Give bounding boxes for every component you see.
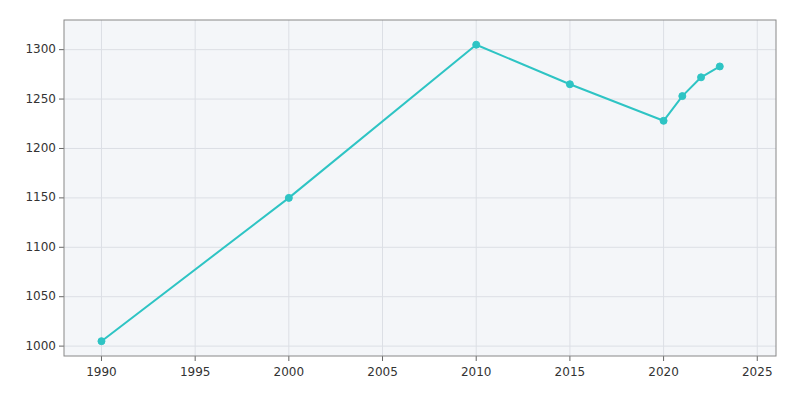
x-tick-label: 1990 bbox=[86, 365, 117, 379]
y-tick-label: 1050 bbox=[25, 289, 56, 303]
line bbox=[101, 45, 719, 341]
y-grid-line bbox=[64, 346, 776, 347]
plot-frame bbox=[64, 20, 776, 356]
point bbox=[566, 81, 573, 88]
plot-background bbox=[64, 20, 776, 356]
x-tick bbox=[382, 356, 383, 361]
y-tick bbox=[59, 49, 64, 50]
point bbox=[716, 63, 723, 70]
y-tick bbox=[59, 99, 64, 100]
x-tick bbox=[569, 356, 570, 361]
x-grid-line bbox=[569, 20, 570, 356]
x-grid-line bbox=[663, 20, 664, 356]
x-tick-label: 2010 bbox=[461, 365, 492, 379]
x-tick-label: 1995 bbox=[180, 365, 211, 379]
y-tick-label: 1000 bbox=[25, 339, 56, 353]
point bbox=[698, 74, 705, 81]
x-tick bbox=[195, 356, 196, 361]
y-grid-line bbox=[64, 99, 776, 100]
y-grid-line bbox=[64, 197, 776, 198]
y-tick bbox=[59, 148, 64, 149]
x-tick bbox=[101, 356, 102, 361]
y-grid-line bbox=[64, 247, 776, 248]
chart-svg: 1000 1050 1100 1150 1200 1250 1300 1990 1995 2000… bbox=[0, 0, 800, 400]
x-grid-line bbox=[382, 20, 383, 356]
axes: 1000 1050 1100 1150 1200 1250 1300 1990 1995 2000… bbox=[25, 20, 776, 379]
x-tick bbox=[288, 356, 289, 361]
x-tick-label: 2000 bbox=[274, 365, 305, 379]
point bbox=[98, 338, 105, 345]
x-grid-line bbox=[195, 20, 196, 356]
x-tick bbox=[663, 356, 664, 361]
y-tick bbox=[59, 296, 64, 297]
y-tick-label: 1250 bbox=[25, 92, 56, 106]
grid bbox=[64, 20, 776, 356]
series bbox=[98, 41, 723, 344]
x-tick-label: 2015 bbox=[555, 365, 586, 379]
x-tick-label: 2020 bbox=[648, 365, 679, 379]
y-grid-line bbox=[64, 148, 776, 149]
x-tick-label: 2005 bbox=[367, 365, 398, 379]
x-tick bbox=[476, 356, 477, 361]
x-grid-line bbox=[288, 20, 289, 356]
x-tick bbox=[757, 356, 758, 361]
x-tick-label: 2025 bbox=[742, 365, 773, 379]
x-grid-line bbox=[757, 20, 758, 356]
point bbox=[473, 41, 480, 48]
y-grid-line bbox=[64, 49, 776, 50]
point bbox=[285, 194, 292, 201]
x-grid-line bbox=[476, 20, 477, 356]
x-grid-line bbox=[101, 20, 102, 356]
y-tick-label: 1300 bbox=[25, 42, 56, 56]
chart-container: 1000 1050 1100 1150 1200 1250 1300 1990 1995 2000… bbox=[0, 0, 800, 400]
point bbox=[660, 117, 667, 124]
y-tick bbox=[59, 346, 64, 347]
y-tick bbox=[59, 197, 64, 198]
y-tick-label: 1200 bbox=[25, 141, 56, 155]
y-grid-line bbox=[64, 296, 776, 297]
y-tick bbox=[59, 247, 64, 248]
y-tick-label: 1150 bbox=[25, 190, 56, 204]
point bbox=[679, 93, 686, 100]
y-tick-label: 1100 bbox=[25, 240, 56, 254]
